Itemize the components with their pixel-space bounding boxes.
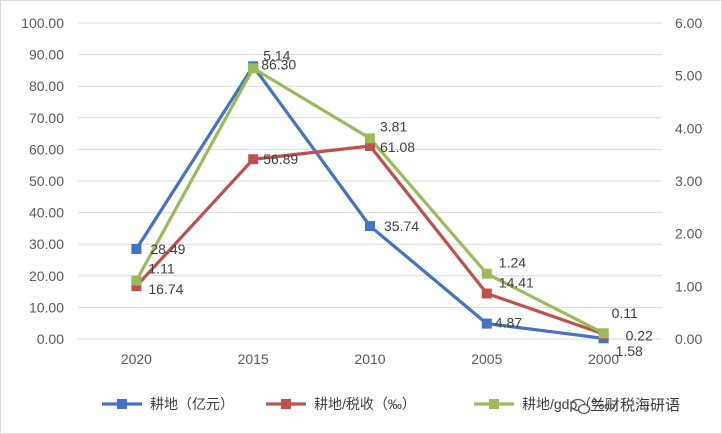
- right-axis-tick-label: 3.00: [675, 173, 702, 189]
- legend-marker: [117, 399, 127, 409]
- legend-label: 耕地（亿元）: [150, 396, 234, 412]
- series-point: [365, 140, 375, 151]
- wechat-icon: [570, 398, 591, 415]
- data-label: 4.87: [495, 315, 522, 331]
- legend-marker: [489, 399, 499, 409]
- right-axis-tick-label: 1.00: [675, 278, 702, 294]
- left-axis-tick-label: 90.00: [29, 47, 64, 63]
- left-axis-tick-label: 50.00: [29, 173, 64, 189]
- data-label: 1.11: [148, 261, 174, 277]
- data-labels: 28.49 86.30 35.74 4.87 0.22 16.74 56.89 61.08 14…: [148, 47, 653, 359]
- left-axis-ticks: 0.00 10.00 20.00 30.00 40.00 50.00 60.00 70.00 8…: [21, 15, 64, 347]
- right-axis-tick-label: 0.00: [675, 331, 702, 347]
- x-axis-tick-label: 2015: [238, 351, 269, 367]
- data-label: 61.08: [380, 139, 415, 155]
- left-axis-tick-label: 30.00: [29, 236, 64, 252]
- series-markers: [131, 61, 609, 344]
- left-axis-tick-label: 100.00: [21, 15, 64, 31]
- data-label: 14.41: [499, 274, 534, 290]
- right-axis-ticks: 0.00 1.00 2.00 3.00 4.00 5.00 6.00: [675, 15, 702, 347]
- legend-marker: [281, 399, 291, 409]
- series-point: [481, 318, 492, 329]
- legend: 耕地（亿元） 耕地/税收（‰） 耕地/gdp（‱: [102, 396, 616, 412]
- watermark-text: 兰财税海研语: [590, 397, 680, 414]
- x-axis-ticks: 2020 2015 2010 2005 2000: [121, 351, 620, 367]
- series-line: [134, 66, 605, 335]
- x-axis-tick-label: 2020: [121, 351, 152, 367]
- data-label: 28.49: [150, 241, 185, 257]
- series-point: [598, 328, 609, 339]
- data-label: 56.89: [263, 151, 298, 167]
- data-label: 1.24: [499, 255, 526, 271]
- series-point: [481, 268, 492, 279]
- data-label: 35.74: [384, 218, 419, 234]
- series-point: [248, 154, 259, 165]
- right-axis-tick-label: 4.00: [675, 120, 702, 136]
- data-label: 0.11: [612, 305, 638, 321]
- left-axis-tick-label: 0.00: [37, 331, 64, 347]
- left-axis-tick-label: 80.00: [29, 78, 64, 94]
- data-label: 3.81: [380, 118, 407, 134]
- series-line: [135, 144, 605, 336]
- series-point: [131, 275, 142, 286]
- left-axis-tick-label: 60.00: [29, 141, 64, 157]
- left-axis-tick-label: 20.00: [29, 268, 64, 284]
- left-axis-tick-label: 40.00: [29, 205, 64, 221]
- series-point: [365, 221, 375, 232]
- x-axis-tick-label: 2010: [354, 351, 385, 367]
- right-axis-tick-label: 5.00: [675, 68, 702, 84]
- watermark: 兰财税海研语: [570, 397, 680, 415]
- data-label: 0.22: [626, 327, 653, 343]
- series-point: [131, 281, 142, 292]
- x-axis-tick-label: 2005: [471, 351, 502, 367]
- data-label: 1.58: [616, 343, 643, 359]
- series-point: [131, 243, 142, 254]
- right-axis-tick-label: 6.00: [675, 15, 702, 31]
- legend-label: 耕地/gdp（‱: [522, 396, 616, 412]
- left-axis-tick-label: 10.00: [29, 299, 64, 315]
- right-axis-tick-label: 2.00: [675, 226, 702, 242]
- series-lines: [134, 64, 605, 340]
- series-point: [365, 133, 375, 144]
- x-axis-tick-label: 2000: [588, 351, 619, 367]
- left-axis-tick-label: 70.00: [29, 110, 64, 126]
- series-point: [248, 63, 259, 74]
- legend-label: 耕地/税收（‰）: [314, 396, 416, 412]
- data-label: 86.30: [261, 56, 296, 72]
- data-label: 16.74: [148, 281, 183, 297]
- data-label: 5.14: [263, 47, 290, 63]
- series-point: [481, 288, 492, 299]
